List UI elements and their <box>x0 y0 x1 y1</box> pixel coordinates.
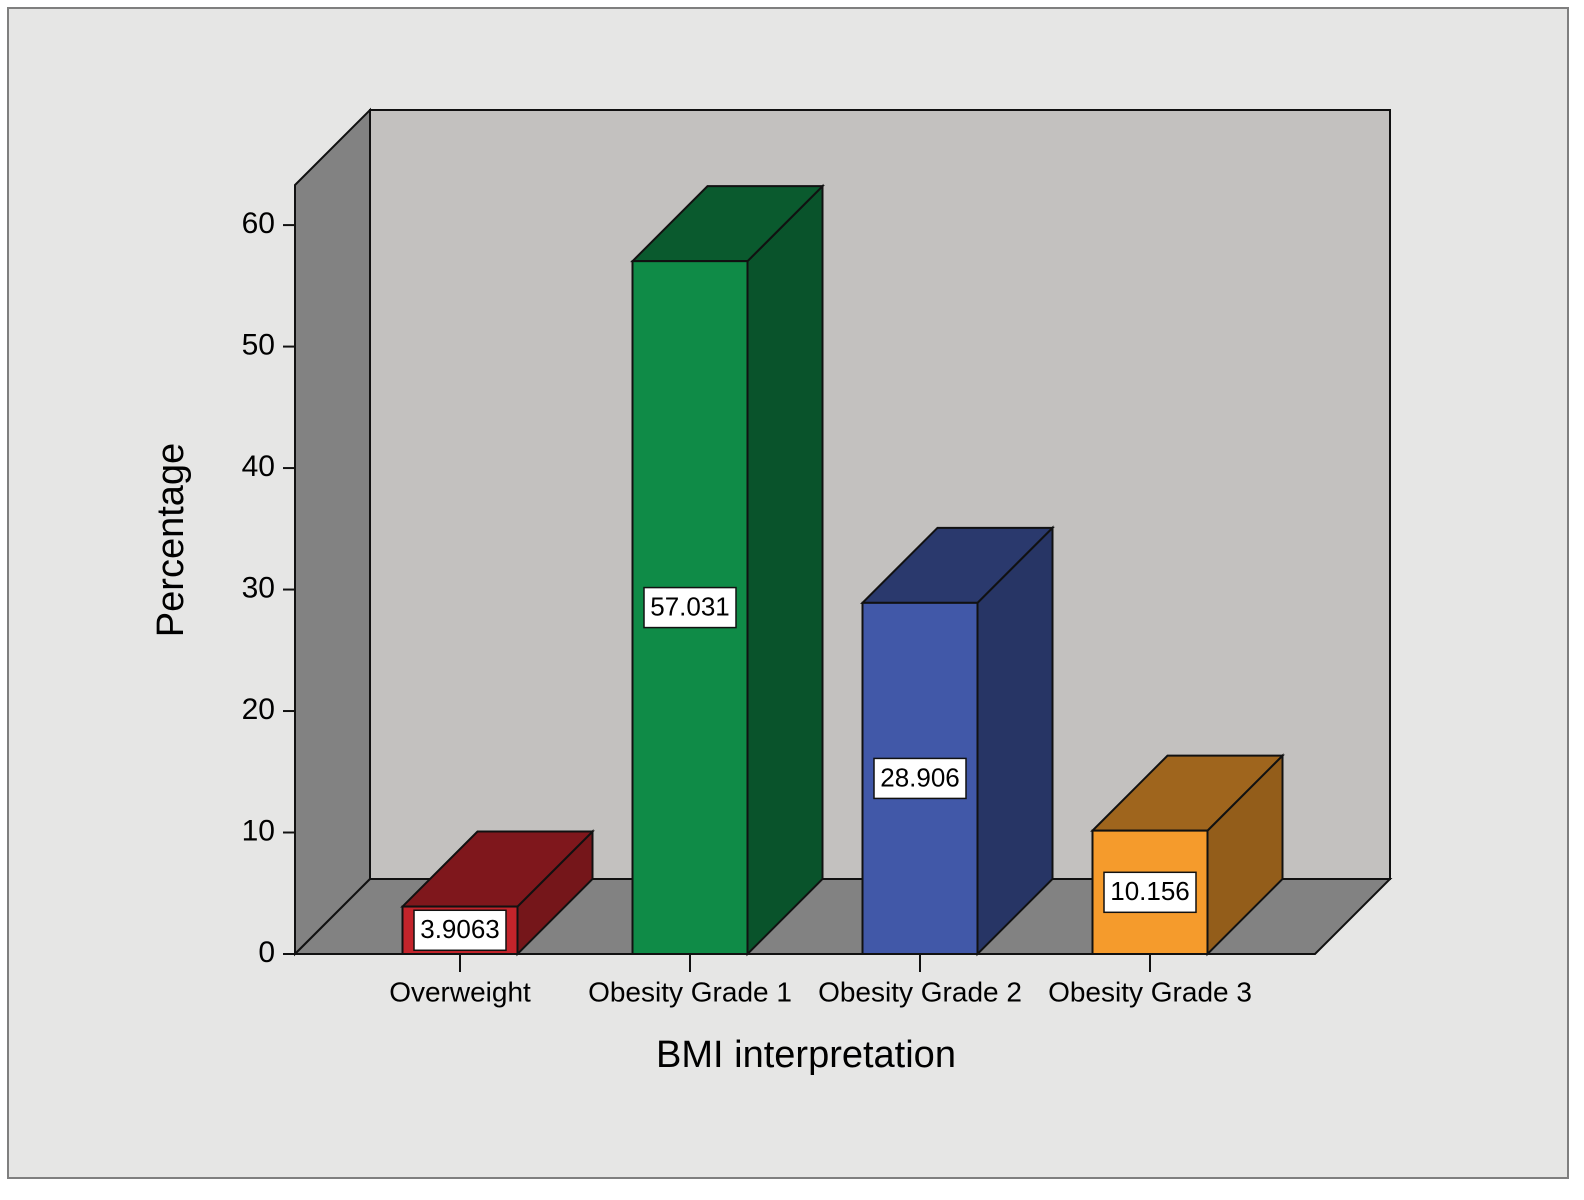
y-tick-label: 40 <box>242 450 275 483</box>
y-axis-title: Percentage <box>150 443 192 637</box>
value-label-box <box>1103 871 1197 914</box>
value-label: 57.031 <box>650 591 730 621</box>
y-tick-label: 30 <box>242 571 275 604</box>
x-tick-label: Obesity Grade 3 <box>1048 976 1252 1007</box>
bar-side <box>746 183 824 957</box>
y-tick-label: 20 <box>242 693 275 726</box>
value-label-box <box>643 586 737 629</box>
value-label: 10.156 <box>1110 876 1190 906</box>
left-wall <box>294 107 371 957</box>
value-label-box <box>413 909 507 952</box>
y-tick-label: 50 <box>242 328 275 361</box>
y-tick-label: 0 <box>258 936 275 969</box>
y-tick-label: 60 <box>242 207 275 240</box>
y-tick-label: 10 <box>242 814 275 847</box>
x-tick-label: Obesity Grade 1 <box>588 976 792 1007</box>
value-label-box <box>873 757 967 800</box>
value-label: 28.906 <box>880 762 960 792</box>
value-label: 3.9063 <box>420 914 500 944</box>
x-axis-title: BMI interpretation <box>656 1034 956 1076</box>
x-tick-label: Overweight <box>389 976 531 1007</box>
x-tick-label: Obesity Grade 2 <box>818 976 1022 1007</box>
